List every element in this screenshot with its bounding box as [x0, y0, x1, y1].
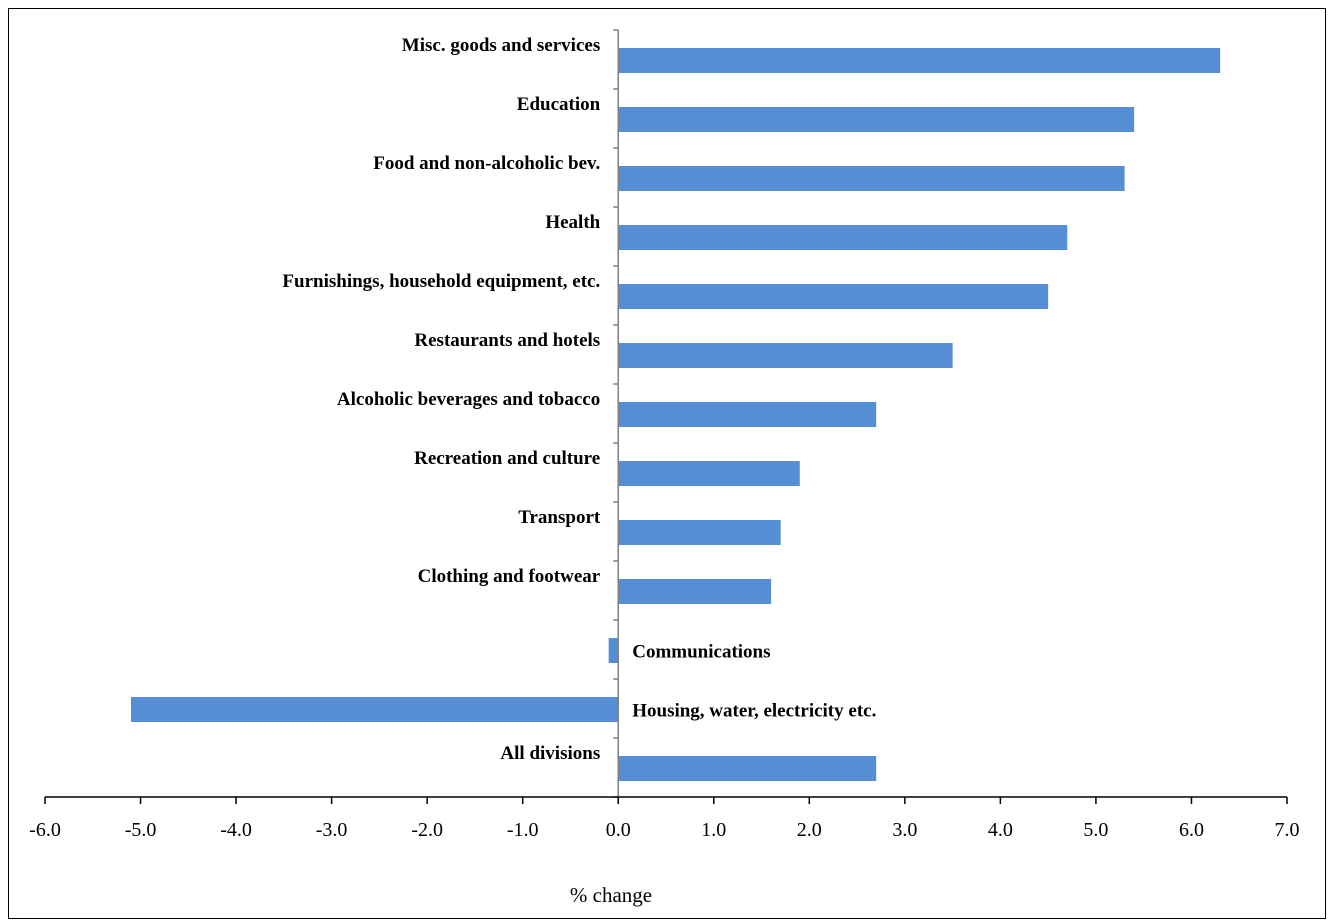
bar-0	[618, 48, 1221, 73]
bar-10	[608, 638, 619, 663]
x-tick-label-10: 4.0	[988, 819, 1013, 841]
x-tick-label-12: 6.0	[1179, 819, 1204, 841]
x-tick-label-2: -4.0	[220, 819, 252, 841]
bar-6	[618, 402, 877, 427]
category-label-1: Education	[517, 94, 601, 115]
category-label-0: Misc. goods and services	[402, 35, 600, 56]
category-label-11: Housing, water, electricity etc.	[632, 701, 876, 722]
x-tick-label-13: 7.0	[1275, 819, 1300, 841]
category-label-2: Food and non-alcoholic bev.	[373, 153, 600, 174]
x-tick-label-8: 2.0	[797, 819, 822, 841]
category-label-9: Clothing and footwear	[418, 566, 601, 587]
category-label-4: Furnishings, household equipment, etc.	[282, 271, 600, 292]
x-tick-label-4: -2.0	[411, 819, 443, 841]
bars-layer	[130, 48, 1221, 781]
x-tick-label-7: 1.0	[701, 819, 726, 841]
x-tick-label-6: 0.0	[606, 819, 631, 841]
bar-1	[618, 107, 1135, 132]
category-label-12: All divisions	[500, 743, 600, 764]
x-axis-title: % change	[570, 883, 652, 907]
bar-8	[618, 520, 781, 545]
labels-layer: Misc. goods and services Education Food an…	[29, 35, 1299, 841]
bar-12	[618, 756, 877, 781]
x-tick-label-5: -1.0	[507, 819, 539, 841]
category-label-3: Health	[545, 212, 600, 233]
category-label-7: Recreation and culture	[414, 448, 600, 469]
bar-2	[618, 166, 1125, 191]
axes-layer	[44, 29, 1288, 804]
bar-9	[618, 579, 772, 604]
bar-7	[618, 461, 800, 486]
category-label-6: Alcoholic beverages and tobacco	[337, 389, 600, 410]
x-tick-label-11: 5.0	[1083, 819, 1108, 841]
bar-5	[618, 343, 953, 368]
x-tick-label-3: -3.0	[316, 819, 348, 841]
bar-3	[618, 225, 1068, 250]
category-label-5: Restaurants and hotels	[414, 330, 600, 351]
x-tick-label-9: 3.0	[892, 819, 917, 841]
category-label-8: Transport	[518, 507, 601, 528]
x-tick-label-1: -5.0	[125, 819, 157, 841]
x-tick-label-0: -6.0	[29, 819, 61, 841]
bar-11	[130, 697, 619, 722]
bar-4	[618, 284, 1049, 309]
category-label-10: Communications	[632, 642, 770, 663]
